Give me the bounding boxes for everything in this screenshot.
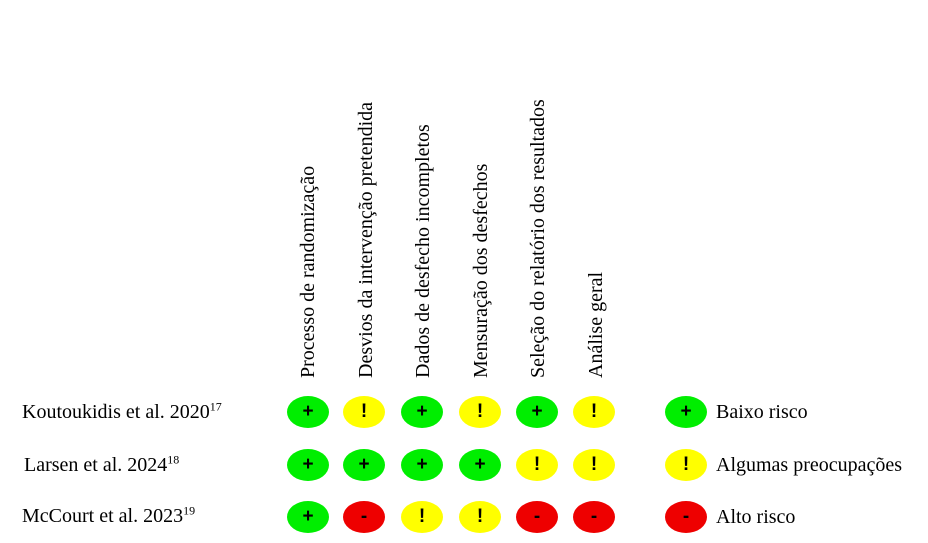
judgement-symbol: + xyxy=(474,454,486,475)
judgement-low-icon: + xyxy=(343,449,385,481)
study-ref: 18 xyxy=(167,452,180,467)
legend-label-low: Baixo risco xyxy=(716,401,808,423)
judgement-low-icon: + xyxy=(459,449,501,481)
legend-symbol: + xyxy=(680,401,692,422)
judgement-some-icon: ! xyxy=(343,396,385,428)
legend-some-concerns-icon: ! xyxy=(665,449,707,481)
judgement-symbol: + xyxy=(358,454,370,475)
judgement-some-icon: ! xyxy=(459,396,501,428)
judgement-some-icon: ! xyxy=(573,396,615,428)
judgement-some-icon: ! xyxy=(573,449,615,481)
study-ref: 19 xyxy=(183,503,196,518)
judgement-symbol: + xyxy=(302,401,314,422)
judgement-symbol: ! xyxy=(590,401,598,422)
legend-symbol: - xyxy=(682,506,690,527)
legend-high-risk-icon: - xyxy=(665,501,707,533)
judgement-symbol: + xyxy=(302,506,314,527)
judgement-low-icon: + xyxy=(401,449,443,481)
judgement-some-icon: ! xyxy=(516,449,558,481)
judgement-symbol: - xyxy=(590,506,598,527)
study-ref: 17 xyxy=(209,399,222,414)
judgement-symbol: ! xyxy=(533,454,541,475)
judgement-symbol: + xyxy=(302,454,314,475)
legend-label-high: Alto risco xyxy=(716,506,796,528)
judgement-symbol: + xyxy=(416,454,428,475)
judgement-symbol: + xyxy=(531,401,543,422)
judgement-low-icon: + xyxy=(287,396,329,428)
legend-symbol: ! xyxy=(682,454,690,475)
judgement-some-icon: ! xyxy=(401,501,443,533)
judgement-high-icon: - xyxy=(573,501,615,533)
judgement-symbol: ! xyxy=(476,506,484,527)
judgement-symbol: - xyxy=(533,506,541,527)
judgement-symbol: ! xyxy=(590,454,598,475)
study-label-koutoukidis: Koutoukidis et al. 202017 xyxy=(22,400,222,424)
study-label-larsen: Larsen et al. 202418 xyxy=(24,453,179,477)
study-name: Larsen et al. 2024 xyxy=(24,454,168,476)
judgement-high-icon: - xyxy=(343,501,385,533)
judgement-low-icon: + xyxy=(287,501,329,533)
judgement-low-icon: + xyxy=(516,396,558,428)
domain-header-measurement: Mensuração dos desfechos xyxy=(470,163,492,378)
domain-header-randomization: Processo de randomização xyxy=(297,165,319,378)
judgement-high-icon: - xyxy=(516,501,558,533)
domain-header-selection: Seleção do relatório dos resultados xyxy=(527,99,549,378)
legend-low-risk-icon: + xyxy=(665,396,707,428)
judgement-symbol: ! xyxy=(476,401,484,422)
study-name: Koutoukidis et al. 2020 xyxy=(22,401,210,423)
judgement-low-icon: + xyxy=(401,396,443,428)
legend-label-some: Algumas preocupações xyxy=(716,454,903,476)
judgement-low-icon: + xyxy=(287,449,329,481)
judgement-symbol: ! xyxy=(360,401,368,422)
study-label-mccourt: McCourt et al. 202319 xyxy=(22,504,195,528)
judgement-symbol: ! xyxy=(418,506,426,527)
domain-header-overall: Análise geral xyxy=(585,271,607,378)
judgement-some-icon: ! xyxy=(459,501,501,533)
domain-header-deviations: Desvios da intervenção pretendida xyxy=(355,101,377,378)
judgement-symbol: + xyxy=(416,401,428,422)
judgement-symbol: - xyxy=(360,506,368,527)
study-name: McCourt et al. 2023 xyxy=(22,505,184,527)
domain-header-missing-data: Dados de desfecho incompletos xyxy=(412,124,434,378)
